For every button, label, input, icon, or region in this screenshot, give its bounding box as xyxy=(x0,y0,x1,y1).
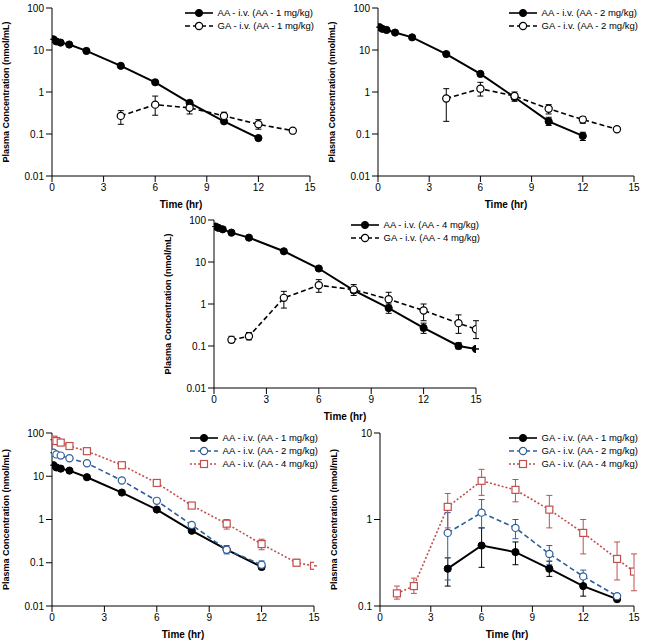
svg-text:0.01: 0.01 xyxy=(351,171,371,182)
svg-text:0: 0 xyxy=(49,612,55,623)
svg-text:10: 10 xyxy=(33,45,45,56)
svg-text:Time (hr): Time (hr) xyxy=(324,411,367,422)
svg-text:12: 12 xyxy=(256,612,268,623)
svg-text:10: 10 xyxy=(359,45,371,56)
svg-text:12: 12 xyxy=(253,182,265,193)
svg-text:15: 15 xyxy=(304,182,316,193)
html-text:AA - i.v. (AA - 2 mg/kg): AA - i.v. (AA - 2 mg/kg) xyxy=(541,7,637,18)
html-text:GA - i.v. (AA - 2 mg/kg): GA - i.v. (AA - 2 mg/kg) xyxy=(541,445,638,456)
svg-text:100: 100 xyxy=(27,428,44,439)
svg-text:1: 1 xyxy=(200,299,206,310)
svg-text:0.1: 0.1 xyxy=(356,129,370,140)
html-text:AA - i.v. (AA - 2 mg/kg): AA - i.v. (AA - 2 mg/kg) xyxy=(222,445,318,456)
svg-text:1: 1 xyxy=(364,87,370,98)
svg-text:Plasma Concentration (nmol/mL): Plasma Concentration (nmol/mL) xyxy=(329,449,339,590)
html-text:AA - i.v. (AA - 4 mg/kg): AA - i.v. (AA - 4 mg/kg) xyxy=(383,219,479,230)
svg-text:Time (hr): Time (hr) xyxy=(485,199,528,210)
svg-text:Time (hr): Time (hr) xyxy=(160,199,203,210)
svg-text:0: 0 xyxy=(49,182,55,193)
svg-text:15: 15 xyxy=(628,182,640,193)
svg-text:0.1: 0.1 xyxy=(30,557,44,568)
svg-text:Plasma Concentration (nmol/mL): Plasma Concentration (nmol/mL) xyxy=(8,449,11,590)
svg-text:9: 9 xyxy=(529,182,535,193)
svg-text:12: 12 xyxy=(418,394,430,405)
svg-text:6: 6 xyxy=(316,394,322,405)
svg-text:1: 1 xyxy=(38,514,44,525)
svg-text:Time (hr): Time (hr) xyxy=(162,629,205,640)
svg-text:0.01: 0.01 xyxy=(25,601,45,612)
svg-text:3: 3 xyxy=(102,612,108,623)
svg-text:6: 6 xyxy=(479,612,485,623)
html-text:GA - i.v. (AA - 1 mg/kg): GA - i.v. (AA - 1 mg/kg) xyxy=(217,20,314,31)
svg-text:12: 12 xyxy=(578,612,590,623)
svg-text:9: 9 xyxy=(204,182,210,193)
svg-text:100: 100 xyxy=(353,3,370,14)
svg-text:6: 6 xyxy=(478,182,484,193)
svg-text:10: 10 xyxy=(33,471,45,482)
html-text:AA - i.v. (AA - 1 mg/kg): AA - i.v. (AA - 1 mg/kg) xyxy=(217,7,313,18)
html-text:AA - i.v. (AA - 1 mg/kg): AA - i.v. (AA - 1 mg/kg) xyxy=(222,432,318,443)
svg-text:10: 10 xyxy=(195,257,207,268)
svg-text:100: 100 xyxy=(27,3,44,14)
svg-text:Plasma Concentration (nmol/mL): Plasma Concentration (nmol/mL) xyxy=(327,21,337,162)
html-text:GA - i.v. (AA - 4 mg/kg): GA - i.v. (AA - 4 mg/kg) xyxy=(383,232,480,243)
svg-text:Time (hr): Time (hr) xyxy=(486,629,529,640)
svg-text:9: 9 xyxy=(530,612,536,623)
svg-text:12: 12 xyxy=(577,182,589,193)
svg-text:1: 1 xyxy=(38,87,44,98)
svg-text:15: 15 xyxy=(470,394,482,405)
svg-text:100: 100 xyxy=(189,215,206,226)
html-text:GA - i.v. (AA - 2 mg/kg): GA - i.v. (AA - 2 mg/kg) xyxy=(541,20,638,31)
svg-text:0: 0 xyxy=(211,394,217,405)
svg-text:0.1: 0.1 xyxy=(30,129,44,140)
svg-text:1: 1 xyxy=(366,514,372,525)
html-text:GA - i.v. (AA - 1 mg/kg): GA - i.v. (AA - 1 mg/kg) xyxy=(541,432,638,443)
svg-text:0.01: 0.01 xyxy=(25,171,45,182)
svg-text:Plasma Concentration (nmol/mL): Plasma Concentration (nmol/mL) xyxy=(163,233,173,374)
svg-text:0: 0 xyxy=(377,612,383,623)
svg-text:15: 15 xyxy=(628,612,640,623)
svg-text:3: 3 xyxy=(264,394,270,405)
svg-text:10: 10 xyxy=(361,428,373,439)
svg-text:6: 6 xyxy=(154,612,160,623)
html-text:AA - i.v. (AA - 4 mg/kg): AA - i.v. (AA - 4 mg/kg) xyxy=(222,458,318,469)
svg-text:3: 3 xyxy=(101,182,107,193)
svg-text:0.01: 0.01 xyxy=(187,383,207,394)
svg-text:6: 6 xyxy=(152,182,158,193)
svg-text:0.1: 0.1 xyxy=(358,601,372,612)
svg-text:0.1: 0.1 xyxy=(192,341,206,352)
svg-text:9: 9 xyxy=(368,394,374,405)
svg-text:0: 0 xyxy=(375,182,381,193)
svg-text:15: 15 xyxy=(308,612,320,623)
svg-text:Plasma Concentration (nmol/mL): Plasma Concentration (nmol/mL) xyxy=(8,21,11,162)
svg-text:9: 9 xyxy=(206,612,212,623)
svg-text:3: 3 xyxy=(426,182,432,193)
html-text:GA - i.v. (AA - 4 mg/kg): GA - i.v. (AA - 4 mg/kg) xyxy=(541,458,638,469)
svg-text:3: 3 xyxy=(428,612,434,623)
